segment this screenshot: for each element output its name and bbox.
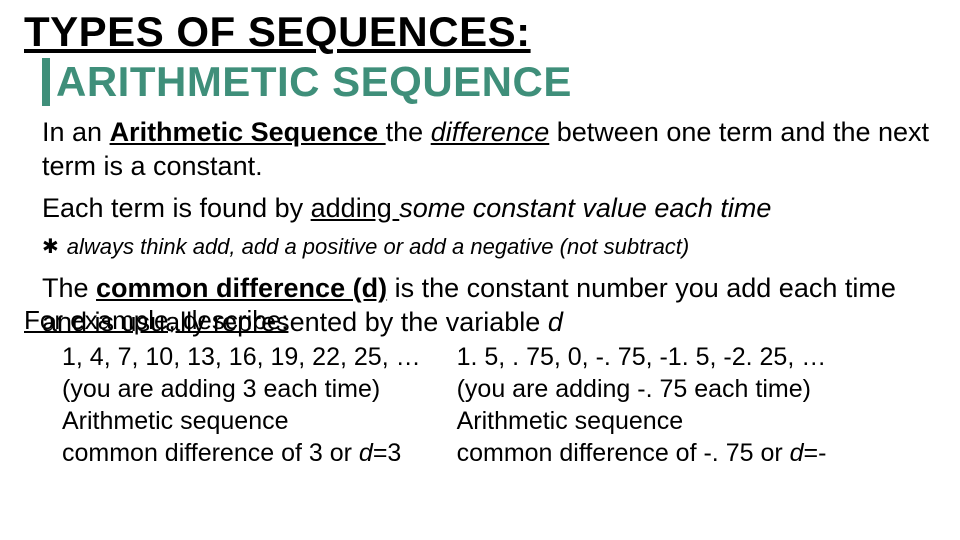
accent-bar	[42, 58, 50, 106]
p2-b: adding	[311, 193, 400, 223]
ex-l-4b: d	[359, 439, 373, 467]
p3-d: d	[548, 307, 563, 337]
bullet-note: ✱ always think add, add a positive or ad…	[42, 233, 936, 262]
overlay-text: For example, describe:	[24, 305, 288, 335]
example-right: 1. 5, . 75, 0, -. 75, -1. 5, -2. 25, … (…	[457, 341, 827, 469]
paragraph-2: Each term is found by adding some consta…	[42, 192, 936, 226]
ex-l-4a: common difference of 3 or	[62, 439, 359, 467]
example-left: 1, 4, 7, 10, 13, 16, 19, 22, 25, … (you …	[62, 341, 421, 469]
star-icon: ✱	[42, 233, 59, 261]
p2-c: some constant value each time	[399, 193, 771, 223]
p1-b: Arithmetic Sequence	[110, 117, 386, 147]
ex-r-4c: =-	[804, 439, 827, 467]
subtitle-row: ARITHMETIC SEQUENCE	[24, 58, 936, 106]
ex-r-1: 1. 5, . 75, 0, -. 75, -1. 5, -2. 25, …	[457, 341, 827, 373]
ex-r-2: (you are adding -. 75 each time)	[457, 373, 827, 405]
ex-l-1: 1, 4, 7, 10, 13, 16, 19, 22, 25, …	[62, 341, 421, 373]
ex-r-4b: d	[790, 439, 804, 467]
p1-d: difference	[431, 117, 550, 147]
ex-l-3: Arithmetic sequence	[62, 405, 421, 437]
ex-r-3: Arithmetic sequence	[457, 405, 827, 437]
p3-a: The	[42, 273, 96, 303]
p2-a: Each term is found by	[42, 193, 311, 223]
bullet-text: always think add, add a positive or add …	[67, 233, 689, 262]
paragraph-3: The common difference (d) is the constan…	[42, 272, 936, 340]
subtitle: ARITHMETIC SEQUENCE	[56, 58, 572, 106]
p1-a: In an	[42, 117, 110, 147]
ex-r-4: common difference of -. 75 or d=-	[457, 437, 827, 469]
p3-b: common difference (d)	[96, 273, 387, 303]
p3-overlay: For example, describe:	[24, 304, 288, 337]
ex-l-4: common difference of 3 or d=3	[62, 437, 421, 469]
paragraph-1: In an Arithmetic Sequence the difference…	[42, 116, 936, 184]
main-title: TYPES OF SEQUENCES:	[24, 8, 936, 56]
ex-r-4a: common difference of -. 75 or	[457, 439, 790, 467]
ex-l-4c: =3	[373, 439, 402, 467]
examples-row: 1, 4, 7, 10, 13, 16, 19, 22, 25, … (you …	[62, 341, 936, 469]
p1-c: the	[386, 117, 431, 147]
ex-l-2: (you are adding 3 each time)	[62, 373, 421, 405]
